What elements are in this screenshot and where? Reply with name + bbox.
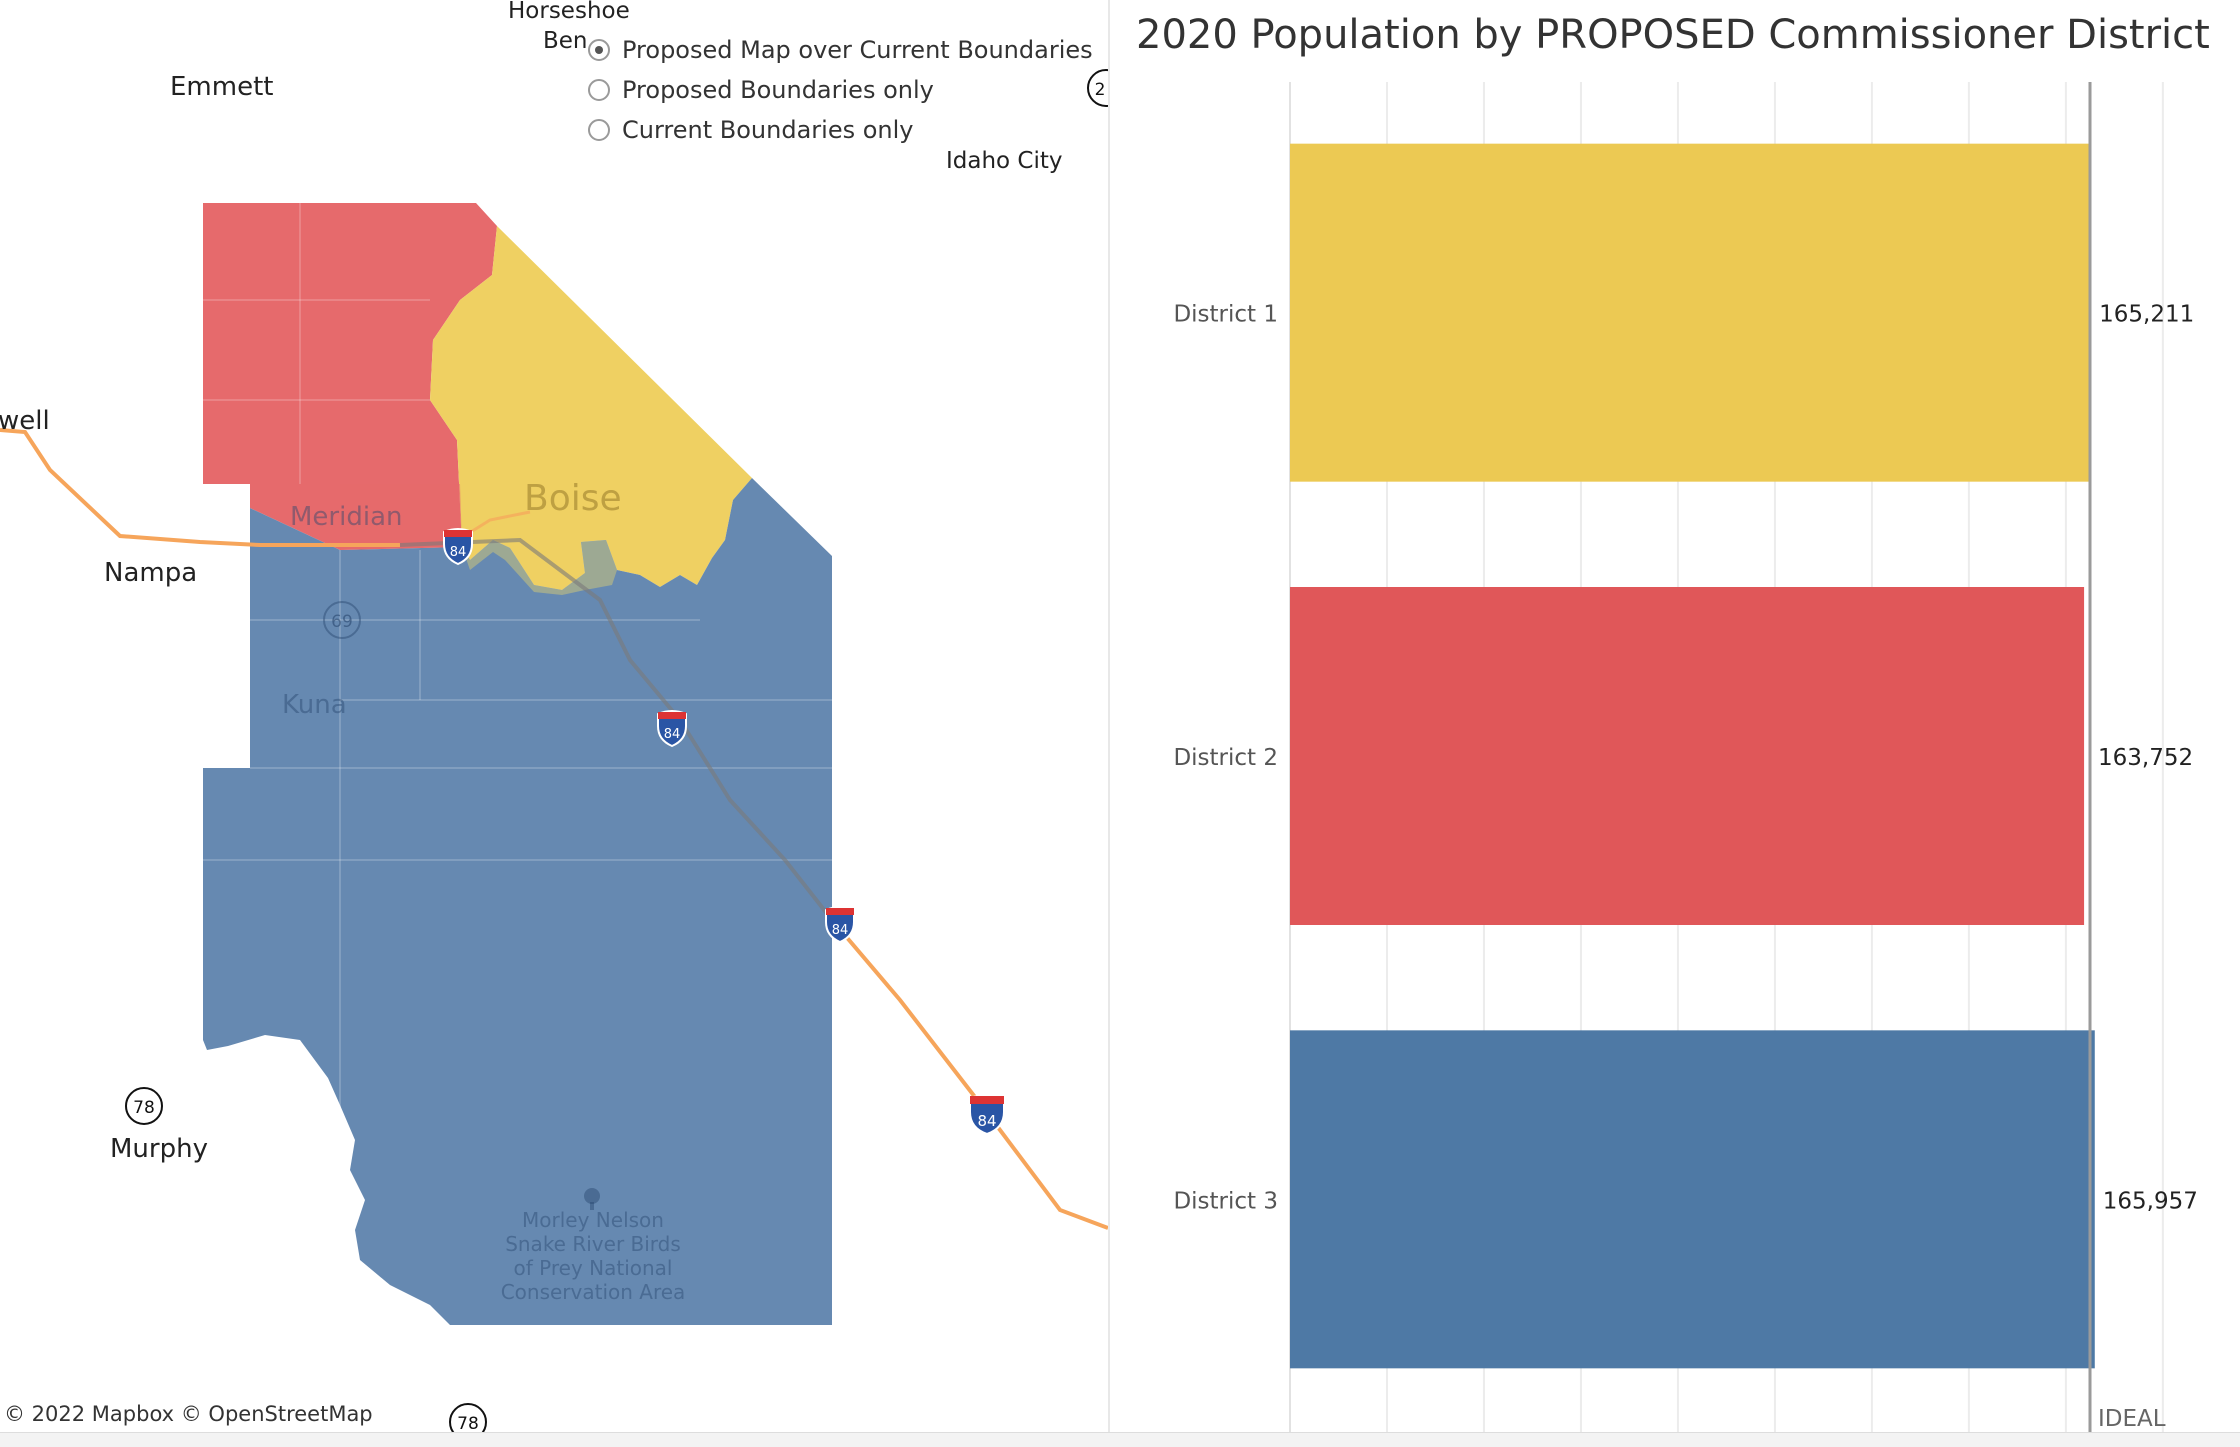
- radio-unselected-icon[interactable]: [588, 79, 610, 101]
- interstate-84-road-east: [830, 918, 1108, 1230]
- map-view-options[interactable]: Proposed Map over Current Boundaries Pro…: [588, 30, 1093, 150]
- bar-district-3[interactable]: [1290, 1030, 2095, 1369]
- interstate-84-shield: 84: [443, 528, 473, 566]
- bar-district-1[interactable]: [1290, 143, 2092, 482]
- svg-text:84: 84: [832, 923, 849, 938]
- chart-panel: 2020 Population by PROPOSED Commissioner…: [1110, 0, 2240, 1446]
- category-label: District 2: [1173, 745, 1278, 771]
- district-map[interactable]: 84 84 84 84 69 78 78: [0, 0, 1108, 1446]
- radio-unselected-icon[interactable]: [588, 119, 610, 141]
- map-panel[interactable]: 84 84 84 84 69 78 78: [0, 0, 1108, 1446]
- place-label-horseshoe: Horseshoe: [508, 0, 630, 24]
- option-proposed-only[interactable]: Proposed Boundaries only: [588, 70, 1093, 110]
- option-label: Current Boundaries only: [622, 116, 914, 144]
- park-tree-icon: [584, 1188, 600, 1210]
- place-label-caldwell: well: [0, 406, 50, 436]
- interstate-84-shield: 84: [825, 906, 855, 944]
- interstate-84-road-gray: [399, 537, 834, 922]
- value-label: 165,957: [2103, 1188, 2198, 1214]
- ideal-reference-label: IDEAL: [2098, 1406, 2166, 1432]
- place-label-boise: Boise: [524, 478, 622, 519]
- place-label-meridian: Meridian: [290, 502, 403, 532]
- place-label-idaho-city: Idaho City: [946, 148, 1063, 174]
- option-proposed-over-current[interactable]: Proposed Map over Current Boundaries: [588, 30, 1093, 70]
- map-attribution[interactable]: © 2022 Mapbox © OpenStreetMap: [4, 1402, 373, 1426]
- place-label-birds-of-prey-area: Morley Nelson Snake River Birds of Prey …: [500, 1208, 686, 1304]
- population-bar-chart[interactable]: District 1 165,211 District 2 163,752 Distri…: [1110, 0, 2240, 1446]
- precinct-lines: [203, 203, 832, 1200]
- chart-title: 2020 Population by PROPOSED Commissioner…: [1136, 12, 2210, 58]
- route-shield-partial: 2: [1087, 69, 1108, 107]
- category-label: District 1: [1173, 302, 1278, 328]
- district-1-region[interactable]: [430, 226, 752, 590]
- interstate-84-shield: 84: [969, 1094, 1005, 1136]
- place-label-nampa: Nampa: [104, 558, 198, 588]
- option-label: Proposed Boundaries only: [622, 76, 934, 104]
- svg-text:84: 84: [977, 1112, 996, 1130]
- state-route-69-shield: 69: [323, 601, 361, 639]
- category-label: District 3: [1173, 1188, 1278, 1214]
- interstate-84-shield: 84: [657, 710, 687, 748]
- svg-text:84: 84: [450, 545, 467, 560]
- bar-district-2[interactable]: [1290, 587, 2085, 925]
- interstate-84-road: [0, 428, 400, 547]
- svg-text:84: 84: [664, 727, 681, 742]
- svg-text:78: 78: [133, 1098, 155, 1118]
- state-route-78-shield: 78: [125, 1087, 163, 1125]
- bottom-scroll-strip: [0, 1432, 2240, 1447]
- district-2-region[interactable]: [203, 203, 497, 550]
- value-label: 165,211: [2099, 302, 2194, 328]
- svg-text:78: 78: [457, 1414, 479, 1434]
- radio-selected-icon[interactable]: [588, 39, 610, 61]
- value-label: 163,752: [2098, 745, 2193, 771]
- panel-divider: [1108, 0, 1110, 1432]
- option-current-only[interactable]: Current Boundaries only: [588, 110, 1093, 150]
- place-label-kuna: Kuna: [282, 690, 347, 720]
- place-label-emmett: Emmett: [170, 72, 274, 102]
- svg-text:69: 69: [331, 612, 353, 632]
- svg-text:2: 2: [1095, 80, 1106, 100]
- district-3-region[interactable]: [203, 478, 832, 1325]
- option-label: Proposed Map over Current Boundaries: [622, 36, 1093, 64]
- place-label-murphy: Murphy: [110, 1134, 208, 1164]
- place-label-bend: Ben: [543, 28, 588, 54]
- district-2-patch: [340, 484, 462, 550]
